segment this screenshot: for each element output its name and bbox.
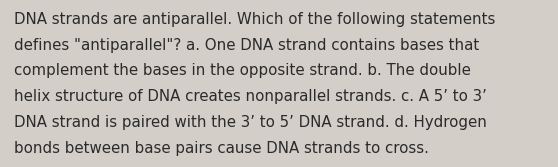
Text: helix structure of DNA creates nonparallel strands. c. A 5’ to 3’: helix structure of DNA creates nonparall…: [14, 89, 487, 104]
Text: defines "antiparallel"? a. One DNA strand contains bases that: defines "antiparallel"? a. One DNA stran…: [14, 38, 479, 53]
Text: complement the bases in the opposite strand. b. The double: complement the bases in the opposite str…: [14, 63, 471, 78]
Text: bonds between base pairs cause DNA strands to cross.: bonds between base pairs cause DNA stran…: [14, 141, 429, 156]
Text: DNA strand is paired with the 3’ to 5’ DNA strand. d. Hydrogen: DNA strand is paired with the 3’ to 5’ D…: [14, 115, 487, 130]
Text: DNA strands are antiparallel. Which of the following statements: DNA strands are antiparallel. Which of t…: [14, 12, 496, 27]
